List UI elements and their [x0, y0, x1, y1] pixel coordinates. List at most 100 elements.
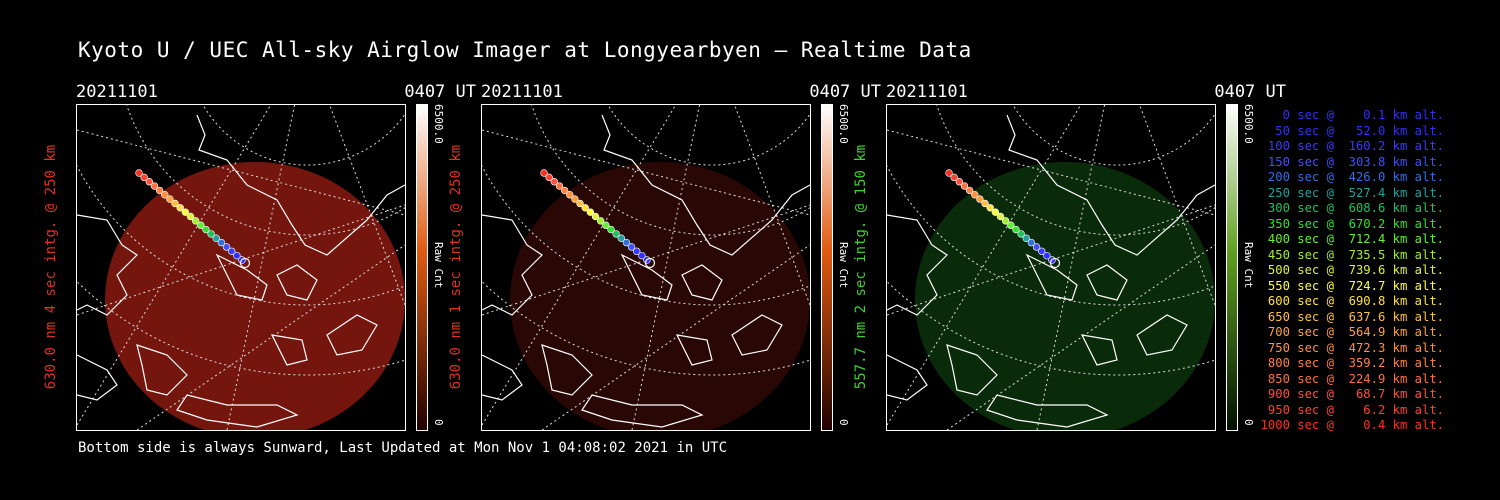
trajectory-track: [135, 169, 251, 269]
panel-ylabel: 630.0 nm 4 sec intg. @ 250 km: [43, 144, 59, 389]
coastline: [482, 114, 810, 428]
trajectory-point: [145, 177, 154, 186]
trajectory-point: [540, 169, 548, 177]
trajectory-point: [161, 191, 169, 199]
panel-ylabel: 630.0 nm 1 sec intg. @ 250 km: [448, 144, 464, 389]
imager-panel-3: 20211101 0407 UT 557.7 nm 2 sec intg. @ …: [853, 82, 1286, 432]
trajectory-point: [207, 230, 215, 238]
panel-time: 0407 UT: [404, 82, 476, 102]
panel-date: 20211101: [886, 82, 968, 102]
trajectory-point: [191, 217, 200, 225]
trajectory-point: [571, 195, 579, 203]
colorbar-min: 0: [432, 419, 445, 426]
trajectory-point: [1012, 225, 1020, 234]
legend-row: 750 sec @ 472.3 km alt.: [1260, 340, 1444, 355]
all-sky-image: [481, 104, 811, 431]
trajectory-track: [945, 169, 1061, 269]
legend-row: 100 sec @ 160.2 km alt.: [1260, 139, 1444, 153]
trajectory-point: [612, 230, 620, 238]
panel-date: 20211101: [76, 82, 158, 102]
sky-map: [887, 105, 1215, 430]
trajectory-point: [627, 243, 636, 251]
coastline: [887, 114, 1215, 428]
colorbar-max: 6500.0: [837, 104, 850, 144]
trajectory-point: [638, 251, 646, 260]
legend-row: 800 sec @ 359.2 km alt.: [1260, 356, 1444, 370]
colorbar-min: 0: [837, 419, 850, 426]
imager-panel-2: 20211101 0407 UT 630.0 nm 1 sec intg. @ …: [448, 82, 881, 432]
trajectory-point: [1043, 251, 1051, 260]
legend-row: 700 sec @ 564.9 km alt.: [1260, 325, 1444, 339]
colorbar: [416, 104, 428, 431]
trajectory-point: [633, 247, 641, 256]
colorbar-unit: Raw Cnt: [432, 242, 445, 289]
trajectory-point: [996, 212, 1005, 221]
footer-note: Bottom side is always Sunward, Last Upda…: [78, 440, 728, 456]
trajectory-point: [596, 217, 605, 225]
trajectory-point: [197, 221, 205, 229]
colorbar: [821, 104, 833, 431]
trajectory-point: [1027, 238, 1036, 247]
trajectory-point: [1007, 221, 1015, 229]
trajectory-point: [960, 182, 969, 190]
trajectory-point: [171, 199, 179, 208]
trajectory-point: [586, 208, 595, 216]
legend-row: 900 sec @ 68.7 km alt.: [1260, 387, 1444, 401]
imager-panel-1: 20211101 0407 UT 630.0 nm 4 sec intg. @ …: [43, 82, 476, 432]
trajectory-point: [202, 225, 210, 234]
trajectory-point: [1001, 217, 1010, 225]
trajectory-point: [545, 173, 553, 182]
all-sky-image: [76, 104, 406, 431]
colorbar: [1226, 104, 1238, 431]
geographic-grid: [77, 105, 405, 430]
trajectory-point: [1032, 243, 1041, 251]
panel-time: 0407 UT: [809, 82, 881, 102]
trajectory-point: [217, 238, 226, 247]
trajectory-point: [965, 186, 974, 195]
trajectory-point: [186, 212, 195, 221]
legend-row: 250 sec @ 527.4 km alt.: [1260, 185, 1444, 200]
legend-row: 300 sec @ 608.6 km alt.: [1260, 201, 1444, 215]
legend-row: 550 sec @ 724.7 km alt.: [1260, 278, 1444, 293]
legend-row: 350 sec @ 670.2 km alt.: [1260, 216, 1444, 231]
legend-row: 600 sec @ 690.8 km alt.: [1260, 294, 1444, 308]
trajectory-point: [155, 186, 164, 195]
trajectory-point: [228, 247, 236, 256]
trajectory-point: [222, 243, 231, 251]
sky-map: [482, 105, 810, 430]
panel-time: 0407 UT: [1214, 82, 1286, 102]
trajectory-point: [212, 234, 220, 242]
trajectory-point: [976, 195, 984, 203]
sky-map: [77, 105, 405, 430]
legend-row: 500 sec @ 739.6 km alt.: [1260, 263, 1444, 277]
trajectory-point: [560, 186, 569, 195]
legend-row: 200 sec @ 426.0 km alt.: [1260, 170, 1444, 184]
trajectory-point: [581, 204, 589, 212]
trajectory-point: [135, 169, 143, 177]
trajectory-point: [607, 225, 615, 234]
trajectory-point: [955, 177, 964, 186]
legend-row: 400 sec @ 712.4 km alt.: [1260, 232, 1444, 246]
all-sky-image: [886, 104, 1216, 431]
colorbar-unit: Raw Cnt: [1242, 242, 1255, 289]
legend-row: 850 sec @ 224.9 km alt.: [1260, 371, 1444, 386]
trajectory-point: [181, 208, 190, 216]
legend-row: 0 sec @ 0.1 km alt.: [1260, 108, 1444, 122]
legend-row: 1000 sec @ 0.4 km alt.: [1260, 418, 1444, 432]
trajectory-point: [591, 212, 600, 221]
colorbar-unit: Raw Cnt: [837, 242, 850, 289]
legend-row: 950 sec @ 6.2 km alt.: [1260, 402, 1444, 417]
page-title: Kyoto U / UEC All-sky Airglow Imager at …: [78, 38, 972, 62]
trajectory-point: [617, 234, 625, 242]
trajectory-point: [602, 221, 610, 229]
colorbar-min: 0: [1242, 419, 1255, 426]
legend-row: 50 sec @ 52.0 km alt.: [1260, 123, 1444, 138]
coastline: [77, 114, 405, 428]
trajectory-point: [950, 173, 958, 182]
trajectory-point: [991, 208, 1000, 216]
trajectory-point: [1017, 230, 1025, 238]
geographic-grid: [887, 105, 1215, 430]
panel-date: 20211101: [481, 82, 563, 102]
trajectory-point: [176, 204, 184, 212]
colorbar-max: 6500.0: [432, 104, 445, 144]
